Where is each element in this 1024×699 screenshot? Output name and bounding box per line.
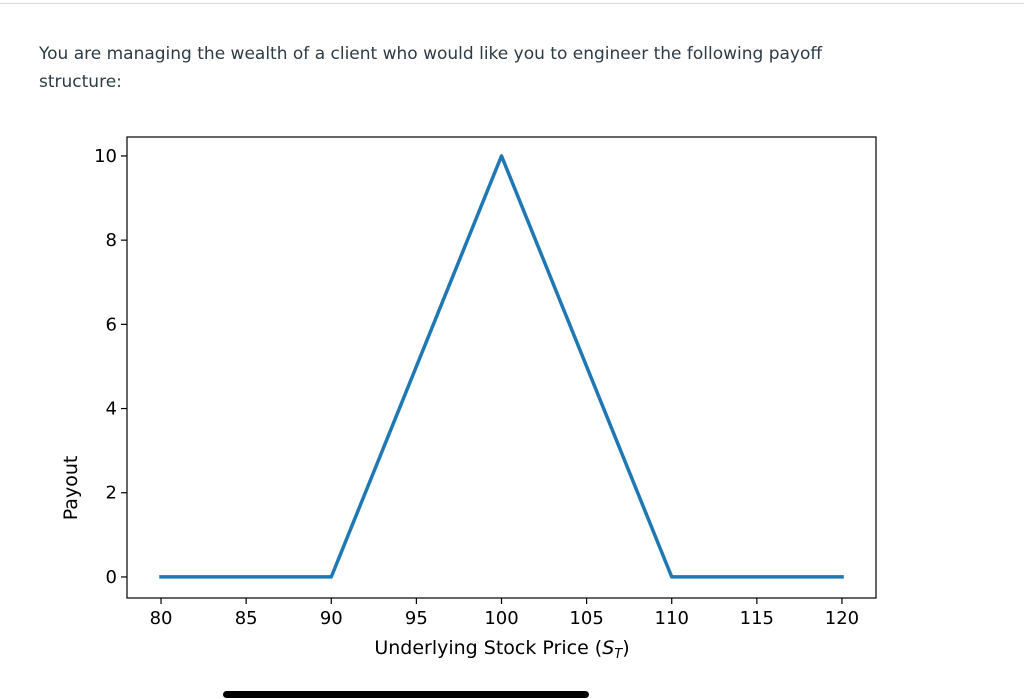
y-tick-label: 10 <box>94 146 117 167</box>
x-tick-label: 115 <box>740 608 774 629</box>
x-tick-label: 85 <box>235 608 258 629</box>
y-axis-label: Payout <box>60 456 82 521</box>
y-tick-label: 4 <box>106 399 117 420</box>
x-axis-label-subscript: T <box>614 647 623 662</box>
x-tick-label: 100 <box>484 608 518 629</box>
series-group <box>159 154 844 579</box>
y-axis-ticks: 0 2 4 6 8 10 <box>94 146 127 588</box>
y-tick-label: 2 <box>106 483 117 504</box>
plot-frame <box>126 136 877 599</box>
x-axis-label: Underlying Stock Price (ST) <box>374 637 629 662</box>
top-divider <box>0 3 1024 4</box>
x-tick-label: 110 <box>655 608 689 629</box>
payoff-chart: 0 2 4 6 8 10 80 85 90 95 100 105 110 115 120 Payout U… <box>0 120 1024 680</box>
x-axis-ticks: 80 85 90 95 100 105 110 115 120 <box>150 598 859 629</box>
x-axis-label-close: ) <box>622 637 629 659</box>
x-tick-label: 105 <box>569 608 603 629</box>
payoff-line <box>159 154 844 579</box>
x-tick-label: 90 <box>320 608 343 629</box>
x-axis-label-main: Underlying Stock Price ( <box>374 637 602 659</box>
scroll-indicator[interactable] <box>223 691 589 698</box>
y-tick-label: 8 <box>106 230 117 251</box>
question-line-2: structure: <box>39 72 122 92</box>
question-line-1: You are managing the wealth of a client … <box>39 44 823 64</box>
x-tick-label: 95 <box>405 608 428 629</box>
x-axis-label-symbol: S <box>602 637 614 659</box>
y-tick-label: 0 <box>106 567 117 588</box>
question-text: You are managing the wealth of a client … <box>39 40 919 96</box>
x-tick-label: 80 <box>150 608 173 629</box>
payoff-chart-svg: 0 2 4 6 8 10 80 85 90 95 100 105 110 115 120 Payout U… <box>60 136 877 662</box>
y-tick-label: 6 <box>106 314 117 335</box>
x-tick-label: 120 <box>825 608 859 629</box>
